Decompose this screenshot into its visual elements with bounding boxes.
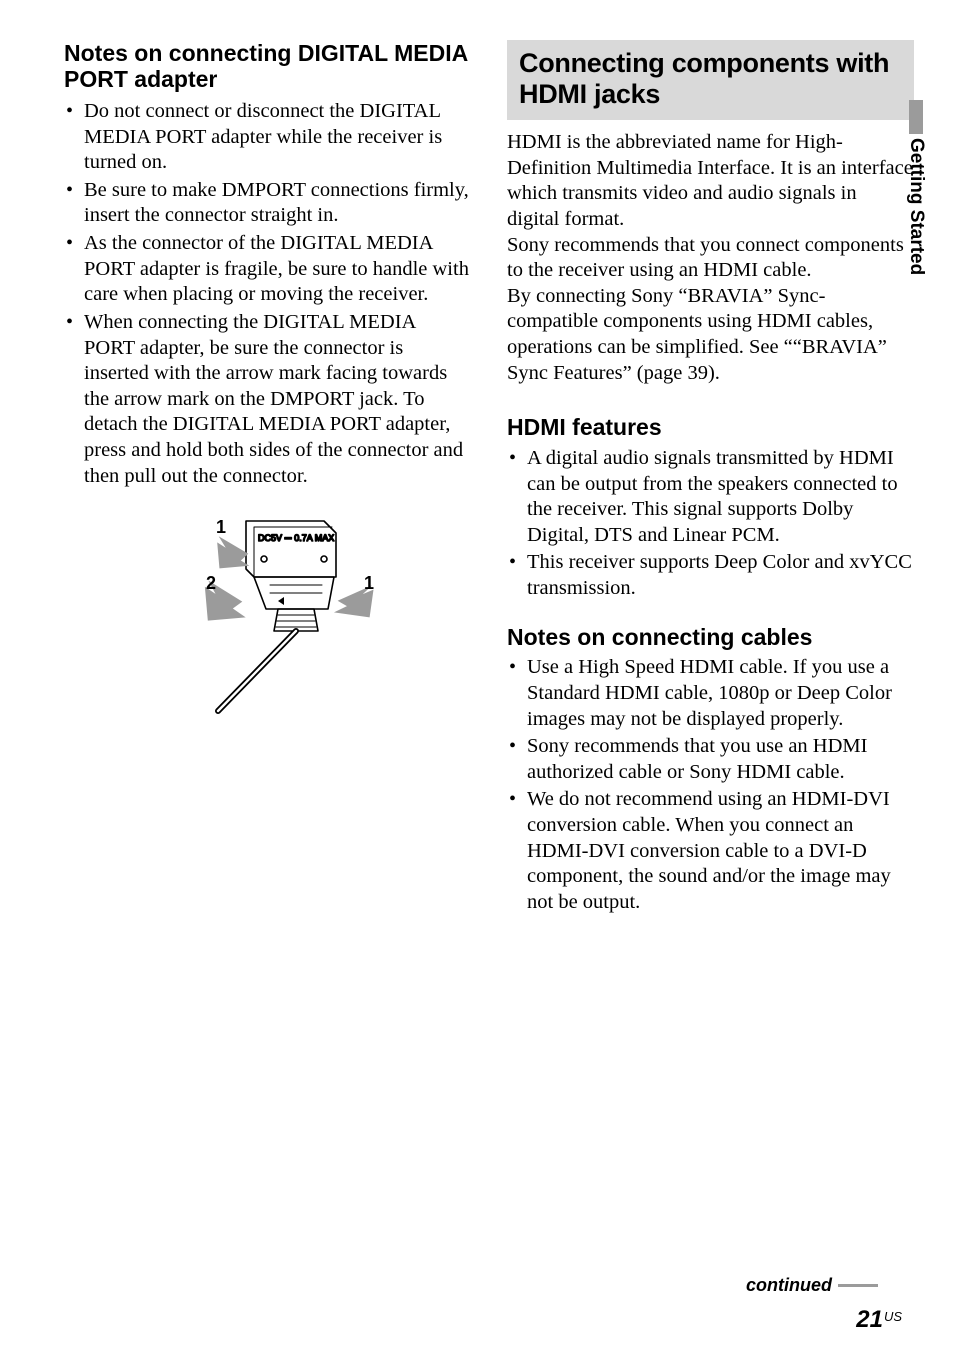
list-item: As the connector of the DIGITAL MEDIA PO… xyxy=(64,231,471,308)
left-bullet-list: Do not connect or disconnect the DIGITAL… xyxy=(64,99,471,489)
manual-page: Getting Started Notes on connecting DIGI… xyxy=(0,0,954,1352)
continued-marker: continued xyxy=(746,1275,878,1296)
intro-para-2: Sony recommends that you connect compone… xyxy=(507,233,914,284)
section-tab-label: Getting Started xyxy=(905,138,927,275)
section-heading: Connecting components with HDMI jacks xyxy=(519,48,902,110)
section-tab-bar xyxy=(909,100,923,134)
page-locale: US xyxy=(884,1309,902,1324)
right-column: Connecting components with HDMI jacks HD… xyxy=(507,40,914,918)
page-number-value: 21 xyxy=(856,1306,883,1333)
page-number: 21US xyxy=(856,1306,902,1334)
list-item: When connecting the DIGITAL MEDIA PORT a… xyxy=(64,310,471,489)
continued-label: continued xyxy=(746,1275,832,1296)
dmport-adapter-figure: DC5V ⎓ 0.7A MAX xyxy=(158,511,378,721)
list-item: Sony recommends that you use an HDMI aut… xyxy=(507,734,914,785)
callout-1a: 1 xyxy=(216,517,226,537)
intro-para-1: HDMI is the abbreviated name for High-De… xyxy=(507,130,914,233)
hdmi-features-list: A digital audio signals transmitted by H… xyxy=(507,446,914,602)
intro-para-3: By connecting Sony “BRAVIA” Sync-compati… xyxy=(507,284,914,387)
list-item: We do not recommend using an HDMI-DVI co… xyxy=(507,787,914,915)
list-item: Do not connect or disconnect the DIGITAL… xyxy=(64,99,471,176)
section-heading-box: Connecting components with HDMI jacks xyxy=(507,40,914,120)
list-item: A digital audio signals transmitted by H… xyxy=(507,446,914,549)
list-item: Be sure to make DMPORT connections firml… xyxy=(64,178,471,229)
continued-rule xyxy=(838,1284,878,1287)
left-heading: Notes on connecting DIGITAL MEDIA PORT a… xyxy=(64,40,471,93)
port-label-text: DC5V ⎓ 0.7A MAX xyxy=(258,533,334,543)
left-column: Notes on connecting DIGITAL MEDIA PORT a… xyxy=(64,40,471,918)
two-column-layout: Notes on connecting DIGITAL MEDIA PORT a… xyxy=(64,40,914,918)
cables-notes-list: Use a High Speed HDMI cable. If you use … xyxy=(507,655,914,915)
figure-container: DC5V ⎓ 0.7A MAX xyxy=(64,511,471,721)
list-item: This receiver supports Deep Color and xv… xyxy=(507,550,914,601)
cables-notes-heading: Notes on connecting cables xyxy=(507,624,914,652)
hdmi-features-heading: HDMI features xyxy=(507,414,914,442)
list-item: Use a High Speed HDMI cable. If you use … xyxy=(507,655,914,732)
section-tab: Getting Started xyxy=(900,100,932,275)
callout-1b: 1 xyxy=(364,573,374,593)
callout-2: 2 xyxy=(206,573,216,593)
